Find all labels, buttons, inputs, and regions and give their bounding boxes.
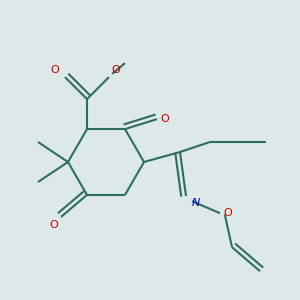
Text: N: N (192, 198, 200, 208)
Text: O: O (49, 220, 58, 230)
Text: O: O (160, 114, 169, 124)
Text: O: O (50, 65, 59, 75)
Text: O: O (111, 65, 120, 75)
Text: O: O (223, 208, 232, 218)
